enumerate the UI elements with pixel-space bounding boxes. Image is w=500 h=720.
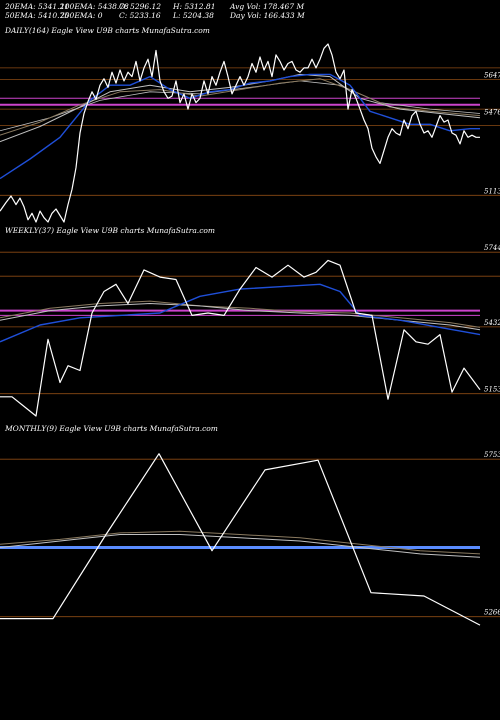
header-stat: C: 5233.16 — [119, 11, 161, 20]
series-line — [0, 453, 481, 626]
weekly-chart-panel: WEEKLY(37) Eagle View U9B charts MunafaS… — [0, 226, 500, 424]
y-tick-label: 5432 — [484, 319, 500, 327]
series-line — [0, 43, 480, 223]
series-line — [0, 300, 481, 328]
daily-chart-plot: 5647 5476 5113 — [0, 43, 500, 223]
monthly-chart-panel: MONTHLY(9) Eagle View U9B charts MunafaS… — [0, 424, 500, 650]
series-line — [0, 73, 481, 143]
y-tick-label: 5476 — [484, 109, 500, 117]
header-stat: 100EMA: 5438.78 — [60, 2, 129, 11]
monthly-chart-plot: 5753 5266 — [0, 451, 500, 626]
header-stat: L: 5204.38 — [173, 11, 214, 20]
header-stat: Avg Vol: 178.467 M — [230, 2, 305, 11]
chart-header: 20EMA: 5341.21 100EMA: 5438.78 O: 5296.12 H… — [0, 0, 500, 26]
header-stat: 200EMA: 0 — [60, 11, 103, 20]
y-tick-label: 5647 — [484, 71, 500, 79]
y-tick-label: 5113 — [484, 187, 500, 195]
monthly-chart-title: MONTHLY(9) Eagle View U9B charts MunafaS… — [5, 424, 218, 433]
series-line — [0, 73, 480, 180]
header-stat: O: 5296.12 — [119, 2, 162, 11]
weekly-chart-title: WEEKLY(37) Eagle View U9B charts MunafaS… — [5, 226, 216, 235]
series-line — [0, 303, 481, 331]
header-stat: 20EMA: 5341.21 — [5, 2, 70, 11]
daily-chart-title: DAILY(164) Eagle View U9B charts MunafaS… — [5, 26, 210, 35]
weekly-chart-plot: 5744 5432 5153 — [0, 244, 500, 417]
y-tick-label: 5153 — [484, 386, 500, 394]
daily-chart-panel: DAILY(164) Eagle View U9B charts MunafaS… — [0, 26, 500, 232]
series-line — [0, 530, 481, 555]
series-line — [0, 534, 481, 558]
series-line — [0, 259, 481, 417]
header-stat: H: 5312.81 — [173, 2, 216, 11]
series-line — [0, 283, 481, 343]
y-tick-label: 5753 — [484, 451, 500, 459]
y-tick-label: 5744 — [484, 244, 500, 252]
header-stat: 50EMA: 5410.75 — [5, 11, 70, 20]
series-line — [0, 80, 481, 132]
y-tick-label: 5266 — [484, 609, 500, 617]
header-stat: Day Vol: 166.433 M — [230, 11, 305, 20]
series-line — [0, 78, 481, 136]
